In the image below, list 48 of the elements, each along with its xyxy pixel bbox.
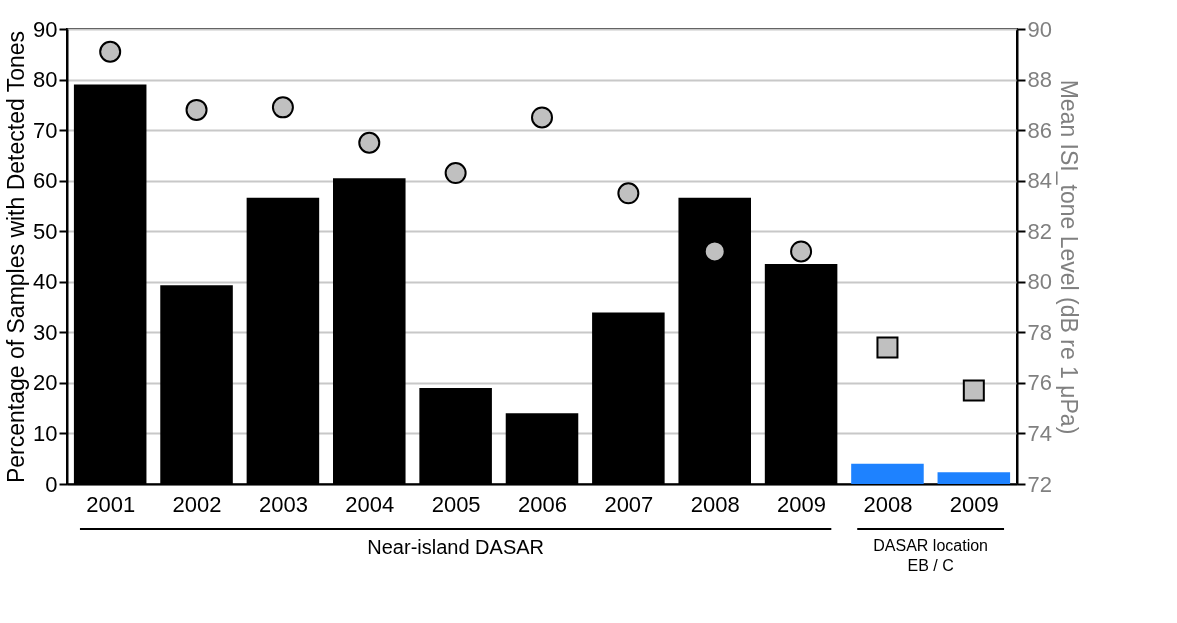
y2-tick-label: 80 xyxy=(1027,269,1052,295)
x-tick-label: 2005 xyxy=(431,491,481,517)
x-tick-label: 2009 xyxy=(949,491,999,517)
y2-tick-label: 72 xyxy=(1027,471,1052,497)
point xyxy=(531,106,553,129)
x-tick-label: 2003 xyxy=(258,491,308,517)
point xyxy=(185,98,208,121)
point xyxy=(617,182,640,205)
y-axis-title: Percentage of Samples with Detected Tones xyxy=(3,30,30,484)
y-tick-label: 30 xyxy=(33,319,58,345)
y2-tick-label: 90 xyxy=(1027,16,1052,42)
x-tick-label: 2008 xyxy=(690,491,740,517)
y-tick-label: 80 xyxy=(33,67,58,93)
point xyxy=(358,131,381,154)
y2-tick-label: 74 xyxy=(1027,420,1052,446)
point xyxy=(962,379,985,402)
y2-tick-label: 86 xyxy=(1027,117,1052,143)
y-tick-label: 70 xyxy=(33,117,58,143)
x-tick-label: 2007 xyxy=(604,491,654,517)
point xyxy=(444,162,467,185)
y2-tick-label: 78 xyxy=(1027,319,1052,345)
x-tick-label: 2008 xyxy=(863,491,913,517)
y-tick-label: 20 xyxy=(33,370,58,396)
bar xyxy=(851,463,924,484)
x-tick-label: 2004 xyxy=(345,491,395,517)
y-tick-label: 90 xyxy=(33,16,58,42)
y2-tick-label: 88 xyxy=(1027,67,1052,93)
x-tick-label: 2006 xyxy=(518,491,567,517)
point xyxy=(99,40,122,63)
y-tick-label: 40 xyxy=(33,269,58,295)
y2-tick-label: 76 xyxy=(1027,370,1052,396)
y2-tick-label: 82 xyxy=(1027,218,1052,244)
point xyxy=(876,336,899,359)
x-tick-label: 2002 xyxy=(172,491,222,517)
text: Near-island DASAR xyxy=(367,536,544,558)
y-tick-label: 10 xyxy=(33,420,58,446)
bar xyxy=(937,472,1011,484)
y2-tick-label: 84 xyxy=(1027,168,1052,194)
x-tick-label: 2009 xyxy=(777,491,827,517)
y-tick-label: 60 xyxy=(33,168,58,194)
point xyxy=(703,240,726,263)
y-tick-label: 50 xyxy=(33,218,58,244)
point xyxy=(271,96,294,119)
text: DASAR location EB / C xyxy=(873,537,988,574)
x-tick-label: 2001 xyxy=(86,491,136,517)
y2-axis-title: Mean ISI_tone Level (dB re 1 μPa) xyxy=(1055,79,1082,435)
point xyxy=(790,240,813,263)
y-tick-label: 0 xyxy=(45,471,58,497)
